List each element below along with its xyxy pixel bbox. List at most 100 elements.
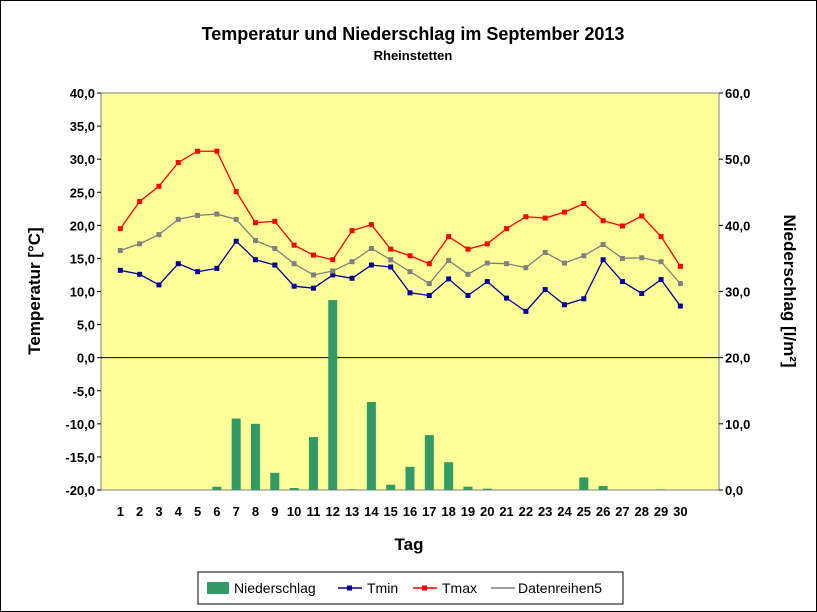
x-tick-label: 3 [155, 504, 162, 519]
x-tick-label: 18 [441, 504, 455, 519]
point-tmax-day-21 [504, 226, 510, 232]
bar-niederschlag-day-16 [405, 466, 415, 490]
point-tmin-day-25 [581, 296, 587, 302]
y-left-tick-label: -20,0 [65, 483, 95, 498]
point-tmax-day-28 [639, 213, 645, 219]
point-datenreihen5-day-14 [368, 245, 374, 251]
y-left-tick-label: 40,0 [70, 86, 95, 101]
point-datenreihen5-day-3 [156, 232, 162, 238]
y-right-tick-label: 10,0 [725, 417, 750, 432]
x-tick-label: 10 [287, 504, 301, 519]
line-datenreihen5 [120, 213, 681, 285]
bar-niederschlag-day-25 [579, 477, 589, 490]
x-tick-label: 14 [364, 504, 379, 519]
x-tick-label: 30 [673, 504, 687, 519]
point-datenreihen5-day-18 [446, 257, 452, 263]
legend-swatch-niederschlag [207, 582, 229, 594]
bar-niederschlag-day-7 [231, 418, 241, 490]
point-tmin-day-10 [291, 283, 297, 289]
x-tick-label: 2 [136, 504, 143, 519]
point-tmax-day-15 [388, 246, 394, 252]
x-tick-label: 25 [577, 504, 591, 519]
bar-niederschlag-day-18 [444, 462, 454, 490]
point-tmin-day-4 [175, 261, 181, 267]
point-datenreihen5-day-11 [310, 272, 316, 278]
x-tick-label: 22 [519, 504, 533, 519]
point-tmin-day-15 [388, 264, 394, 270]
bar-niederschlag-day-15 [386, 484, 396, 490]
point-tmax-day-22 [523, 214, 529, 220]
point-datenreihen5-day-10 [291, 261, 297, 267]
bar-niederschlag-day-8 [251, 423, 260, 490]
y-left-tick-label: 10,0 [70, 285, 95, 300]
point-tmax-day-26 [600, 218, 606, 224]
bar-niederschlag-day-17 [424, 435, 434, 490]
point-datenreihen5-day-7 [233, 216, 239, 222]
chart-title: Temperatur und Niederschlag im September… [202, 24, 625, 44]
point-datenreihen5-day-5 [195, 212, 201, 218]
point-tmax-day-9 [272, 218, 278, 224]
point-tmin-day-23 [542, 287, 548, 293]
legend-marker-tmax [422, 585, 427, 591]
point-tmin-day-9 [272, 262, 278, 268]
x-tick-label: 6 [213, 504, 220, 519]
bar-niederschlag-day-14 [366, 401, 376, 490]
x-tick-label: 17 [422, 504, 436, 519]
x-tick-label: 29 [654, 504, 668, 519]
point-tmin-day-27 [619, 279, 625, 285]
point-tmin-day-11 [310, 285, 316, 291]
point-tmin-day-2 [137, 271, 143, 277]
y-right-tick-label: 0,0 [725, 483, 743, 498]
x-tick-label: 11 [307, 504, 321, 519]
point-datenreihen5-day-6 [214, 211, 220, 217]
x-tick-label: 12 [326, 504, 340, 519]
point-tmin-day-21 [504, 295, 510, 301]
point-tmax-day-10 [291, 242, 297, 248]
x-tick-label: 8 [252, 504, 259, 519]
point-datenreihen5-day-13 [349, 259, 355, 265]
point-tmax-day-27 [619, 223, 625, 229]
legend-label-niederschlag: Niederschlag [234, 580, 316, 596]
point-datenreihen5-day-4 [175, 216, 181, 222]
point-tmax-day-3 [156, 183, 162, 189]
point-tmax-day-1 [117, 226, 123, 232]
bar-niederschlag-day-6 [212, 486, 222, 490]
point-datenreihen5-day-23 [542, 249, 548, 255]
y-left-tick-label: 0,0 [77, 351, 95, 366]
x-tick-label: 13 [345, 504, 359, 519]
x-tick-label: 26 [596, 504, 610, 519]
x-tick-label: 16 [403, 504, 417, 519]
legend-box [197, 571, 624, 605]
x-tick-label: 27 [615, 504, 629, 519]
point-tmin-day-24 [562, 302, 567, 308]
y-left-tick-label: 20,0 [70, 218, 95, 233]
point-tmax-day-13 [349, 228, 355, 234]
y-right-tick-label: 30,0 [725, 285, 750, 300]
point-tmax-day-25 [581, 200, 587, 206]
point-datenreihen5-day-8 [253, 238, 258, 244]
x-tick-label: 4 [175, 504, 183, 519]
point-datenreihen5-day-21 [504, 261, 510, 267]
point-tmax-day-30 [677, 263, 683, 269]
bar-niederschlag-day-9 [270, 472, 280, 490]
point-datenreihen5-day-29 [658, 259, 664, 265]
y-axis-right-title: Niederschlag [l/m²] [780, 214, 799, 367]
point-tmax-day-11 [310, 252, 316, 258]
point-tmin-day-6 [214, 265, 220, 271]
x-tick-label: 15 [383, 504, 397, 519]
point-tmax-day-14 [368, 222, 374, 228]
point-tmax-day-19 [465, 246, 471, 252]
x-tick-label: 21 [499, 504, 513, 519]
point-datenreihen5-day-24 [562, 260, 567, 266]
y-right-tick-label: 50,0 [725, 152, 750, 167]
legend-label-tmax: Tmax [442, 580, 477, 596]
point-tmax-day-4 [175, 159, 181, 165]
point-tmax-day-29 [658, 234, 664, 240]
y-right-tick-label: 60,0 [725, 86, 750, 101]
point-tmax-day-17 [426, 261, 432, 267]
point-tmin-day-19 [465, 292, 471, 298]
point-tmin-day-7 [233, 238, 239, 244]
x-tick-label: 1 [117, 504, 124, 519]
x-tick-label: 5 [194, 504, 201, 519]
